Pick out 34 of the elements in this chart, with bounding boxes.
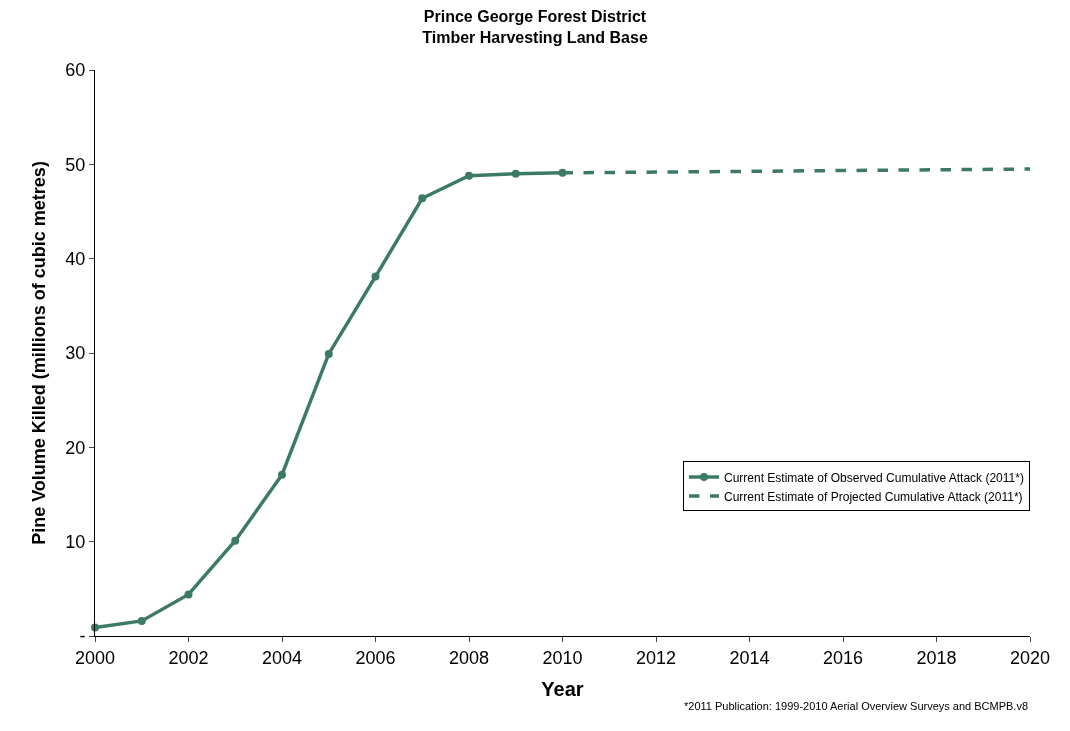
- point: [418, 194, 427, 203]
- x-tick-label: 2004: [261, 647, 303, 668]
- legend-label: Current Estimate of Observed Cumulative Attack (2011*): [724, 470, 1024, 485]
- point: [231, 536, 240, 545]
- point: [278, 470, 286, 479]
- point: [91, 623, 99, 632]
- point: [184, 590, 193, 599]
- point: [371, 272, 380, 281]
- y-tick-label: 60: [65, 60, 86, 81]
- y-tick-label: 20: [65, 437, 86, 458]
- point: [137, 616, 146, 625]
- y-tick-label: 50: [65, 154, 86, 175]
- x-tick-label: 2018: [916, 647, 957, 668]
- x-tick-label: 2012: [635, 647, 677, 668]
- point: [511, 169, 520, 178]
- x-tick-label: 2014: [729, 647, 770, 668]
- x-tick-label: 2002: [168, 647, 209, 668]
- x-tick-label: 2020: [1009, 647, 1051, 668]
- chart-title: Prince George Forest District Timber Harvesting Land Base: [422, 7, 648, 46]
- legend-label: Current Estimate of Projected Cumulative Attack (2011*): [724, 489, 1023, 504]
- y-tick-label: 10: [65, 531, 86, 552]
- x-axis-title: Year: [541, 678, 584, 701]
- y-tick-label: -: [79, 626, 86, 647]
- x-tick-label: 2016: [822, 647, 864, 668]
- x-tick-label: 2010: [542, 647, 583, 668]
- x-tick-label: 2000: [74, 647, 116, 668]
- x-tick-label: 2006: [355, 647, 396, 668]
- point: [324, 349, 333, 358]
- y-axis-title: Pine Volume Killed (millions of cubic metres): [28, 161, 49, 545]
- x-tick-label: 2008: [448, 647, 490, 668]
- y-tick-label: 30: [65, 343, 86, 364]
- y-tick-label: 40: [65, 248, 86, 269]
- text: *2011 Publication: 1999-2010 Aerial Overview Surveys and BCMPB.v8: [684, 700, 1029, 712]
- point: [465, 171, 473, 180]
